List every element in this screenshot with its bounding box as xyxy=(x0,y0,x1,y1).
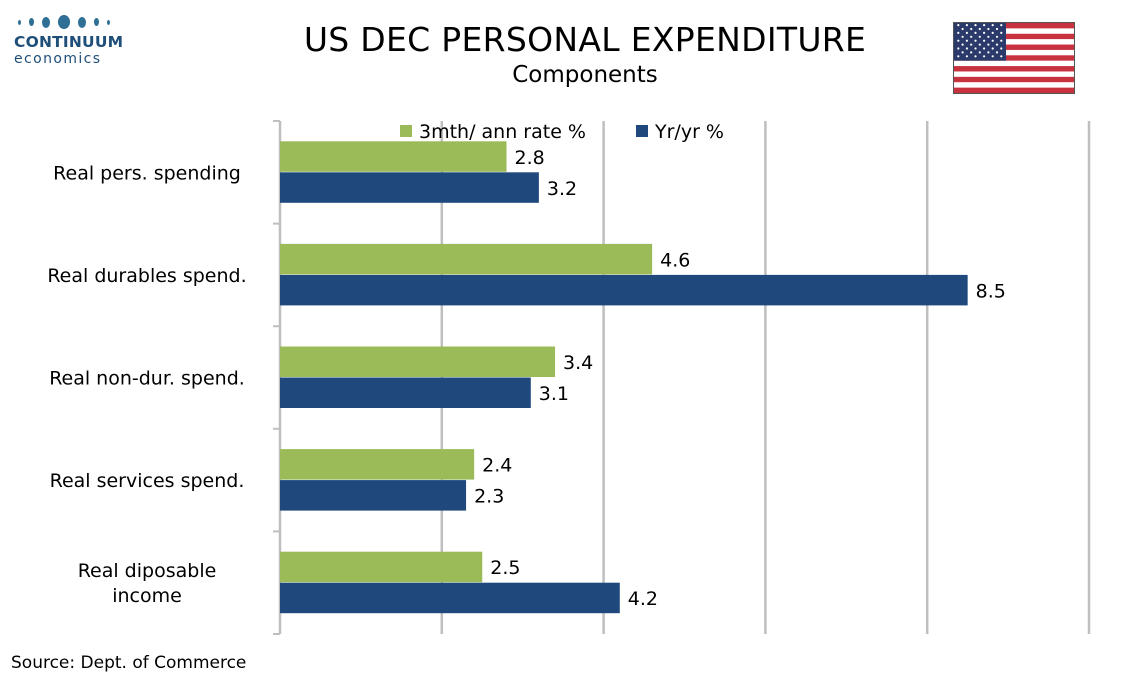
data-label: 8.5 xyxy=(976,280,1006,302)
category-label: Real diposable xyxy=(78,560,217,582)
legend-entry: 3mth/ ann rate % xyxy=(419,121,586,143)
data-label: 3.2 xyxy=(547,178,577,200)
bar-year-on-year xyxy=(280,274,968,306)
category-label: Real non-dur. spend. xyxy=(49,368,245,390)
us-flag-graphic xyxy=(954,23,1074,93)
bar-year-on-year xyxy=(280,377,531,408)
legend-swatch xyxy=(400,125,412,137)
chart-subtitle: Components xyxy=(512,62,658,88)
bar-three-month xyxy=(280,449,475,480)
bar-year-on-year xyxy=(280,582,620,614)
bar-three-month xyxy=(280,141,507,172)
us-flag-icon xyxy=(953,22,1075,94)
data-label: 3.4 xyxy=(563,352,593,374)
source-note: Source: Dept. of Commerce xyxy=(11,653,247,673)
category-label: Real pers. spending xyxy=(53,162,241,184)
data-label: 3.1 xyxy=(539,383,569,405)
logo-wordmark-top: CONTINUUM xyxy=(14,33,124,51)
data-label: 4.6 xyxy=(660,249,690,271)
logo-wordmark-bottom: economics xyxy=(14,51,102,67)
bar-three-month xyxy=(280,551,483,583)
data-label: 2.4 xyxy=(482,455,512,477)
bar-three-month xyxy=(280,346,556,377)
continuum-economics-logo: CONTINUUM economics xyxy=(14,14,134,76)
data-label: 2.5 xyxy=(490,557,520,579)
chart-title: US DEC PERSONAL EXPENDITURE xyxy=(303,20,867,59)
category-label: income xyxy=(112,585,182,607)
legend-swatch xyxy=(636,125,648,137)
bar-three-month xyxy=(280,243,653,275)
category-label: Real services spend. xyxy=(50,470,245,492)
bar-year-on-year xyxy=(280,480,467,511)
logo-dots-icon xyxy=(18,14,134,30)
data-label: 2.8 xyxy=(515,147,545,169)
data-label: 2.3 xyxy=(474,486,504,508)
bar-year-on-year xyxy=(280,172,539,203)
data-label: 4.2 xyxy=(628,588,658,610)
legend-entry: Yr/yr % xyxy=(654,121,724,143)
category-label: Real durables spend. xyxy=(47,265,246,287)
